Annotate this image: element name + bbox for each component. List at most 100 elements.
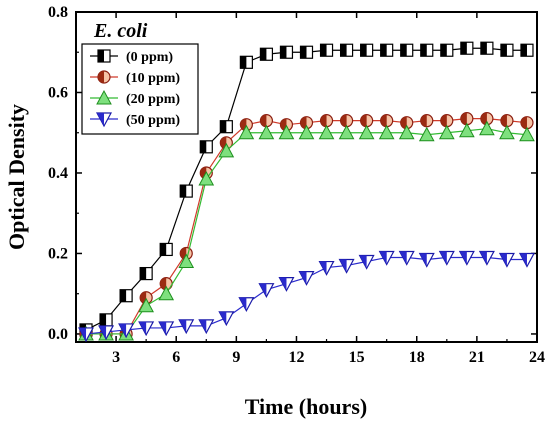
marker-circle-fill bbox=[440, 114, 447, 127]
marker-square-fill bbox=[180, 185, 187, 198]
marker-triangle-down-fill bbox=[479, 251, 487, 265]
marker-square-fill bbox=[300, 46, 307, 59]
x-tick-label: 18 bbox=[409, 349, 425, 366]
marker-triangle-up bbox=[158, 285, 175, 301]
marker-square-fill bbox=[400, 44, 407, 57]
marker-circle-fill bbox=[380, 114, 387, 127]
marker-square-fill bbox=[520, 44, 527, 57]
marker-square-fill bbox=[98, 50, 104, 62]
y-axis-ticks: 0.0 0.2 0.4 0.6 0.8 bbox=[48, 4, 537, 343]
marker-triangle-up bbox=[278, 124, 295, 140]
legend-label: (20 ppm) bbox=[126, 92, 180, 107]
marker-square-fill bbox=[140, 267, 147, 280]
marker-square-fill bbox=[480, 42, 487, 55]
marker-triangle-down-fill bbox=[279, 277, 287, 291]
series-0 bbox=[79, 41, 534, 337]
marker-triangle-up bbox=[378, 124, 395, 140]
marker-triangle-down-fill bbox=[97, 113, 104, 126]
marker-circle-fill bbox=[480, 112, 487, 125]
marker-square-fill bbox=[200, 140, 207, 153]
marker-triangle-down-fill bbox=[159, 321, 167, 335]
marker-triangle-down-fill bbox=[199, 319, 207, 333]
marker-triangle-up bbox=[519, 126, 535, 142]
marker-triangle-down-fill bbox=[499, 253, 507, 267]
marker-triangle-down-fill bbox=[79, 327, 87, 341]
x-tick-label: 24 bbox=[529, 349, 545, 366]
marker-triangle-up bbox=[138, 297, 154, 313]
marker-square-fill bbox=[440, 44, 447, 57]
chart-annotation: E. coli bbox=[93, 20, 148, 42]
marker-triangle-down-fill bbox=[339, 259, 347, 273]
marker-square-fill bbox=[100, 313, 107, 326]
marker-triangle-down-fill bbox=[439, 251, 447, 265]
legend-label: (50 ppm) bbox=[126, 113, 180, 128]
marker-triangle-up bbox=[96, 89, 112, 105]
marker-square-fill bbox=[220, 120, 227, 133]
legend: (0 ppm) (10 ppm) (20 ppm) (50 ppm) bbox=[81, 43, 199, 135]
x-tick-label: 21 bbox=[469, 349, 485, 366]
marker-square-fill bbox=[380, 44, 387, 57]
y-axis-title: Optical Density bbox=[4, 104, 29, 250]
marker-circle-fill bbox=[320, 114, 327, 127]
marker-triangle-down-fill bbox=[139, 321, 147, 335]
y-tick-label: 0.0 bbox=[48, 326, 68, 343]
marker-square-fill bbox=[500, 44, 507, 57]
marker-square-fill bbox=[360, 44, 367, 57]
marker-triangle-up bbox=[318, 124, 335, 140]
marker-triangle-up bbox=[499, 124, 515, 140]
marker-circle-fill bbox=[460, 112, 467, 125]
marker-circle-fill bbox=[300, 116, 307, 129]
x-tick-label: 6 bbox=[172, 349, 180, 366]
marker-triangle-down-fill bbox=[179, 319, 187, 333]
marker-triangle-down-fill bbox=[419, 253, 427, 267]
marker-triangle-up bbox=[298, 124, 315, 140]
x-axis-ticks: 3 6 9 12 15 18 21 24 bbox=[85, 12, 545, 366]
marker-triangle-down-fill bbox=[519, 253, 527, 267]
marker-circle-fill bbox=[400, 116, 407, 129]
marker-circle-fill bbox=[160, 277, 167, 290]
marker-circle-fill bbox=[420, 114, 427, 127]
marker-circle-fill bbox=[360, 114, 367, 127]
y-tick-label: 0.4 bbox=[48, 165, 68, 182]
legend-label: (0 ppm) bbox=[126, 50, 173, 65]
marker-triangle-down-fill bbox=[399, 251, 407, 265]
marker-triangle-up bbox=[258, 124, 275, 140]
legend-item: (50 ppm) bbox=[90, 112, 180, 128]
marker-square-fill bbox=[320, 44, 327, 57]
marker-triangle-up bbox=[218, 142, 235, 158]
legend-label: (10 ppm) bbox=[126, 71, 180, 86]
x-tick-label: 12 bbox=[288, 349, 304, 366]
marker-triangle-up bbox=[178, 253, 195, 269]
marker-circle-fill bbox=[98, 71, 104, 83]
marker-circle-fill bbox=[260, 114, 267, 127]
marker-triangle-down-fill bbox=[359, 255, 367, 269]
marker-triangle-down-fill bbox=[379, 251, 387, 265]
marker-circle-fill bbox=[500, 114, 507, 127]
marker-triangle-up bbox=[479, 120, 495, 136]
marker-triangle-up bbox=[358, 124, 375, 140]
x-tick-label: 3 bbox=[112, 349, 120, 366]
marker-circle-fill bbox=[520, 116, 527, 129]
series-layer bbox=[78, 41, 535, 342]
marker-square-fill bbox=[420, 44, 427, 57]
marker-triangle-down-fill bbox=[319, 261, 327, 275]
marker-triangle-down-fill bbox=[99, 325, 107, 339]
x-tick-label: 15 bbox=[349, 349, 365, 366]
marker-square-fill bbox=[260, 48, 267, 61]
marker-square-fill bbox=[460, 42, 467, 55]
marker-triangle-up bbox=[418, 126, 435, 142]
marker-triangle-down-fill bbox=[239, 297, 247, 311]
marker-triangle-down-fill bbox=[119, 323, 127, 337]
marker-triangle-up bbox=[238, 124, 255, 140]
marker-triangle-down-fill bbox=[299, 271, 307, 285]
marker-square-fill bbox=[240, 56, 247, 69]
marker-triangle-up bbox=[459, 122, 475, 138]
marker-triangle-up bbox=[338, 124, 355, 140]
y-tick-label: 0.2 bbox=[48, 245, 68, 262]
marker-square-fill bbox=[340, 44, 347, 57]
marker-square-fill bbox=[280, 46, 287, 59]
marker-triangle-down-fill bbox=[219, 311, 227, 325]
legend-item: (10 ppm) bbox=[90, 70, 180, 86]
y-tick-label: 0.6 bbox=[48, 84, 68, 101]
marker-triangle-down-fill bbox=[459, 251, 467, 265]
